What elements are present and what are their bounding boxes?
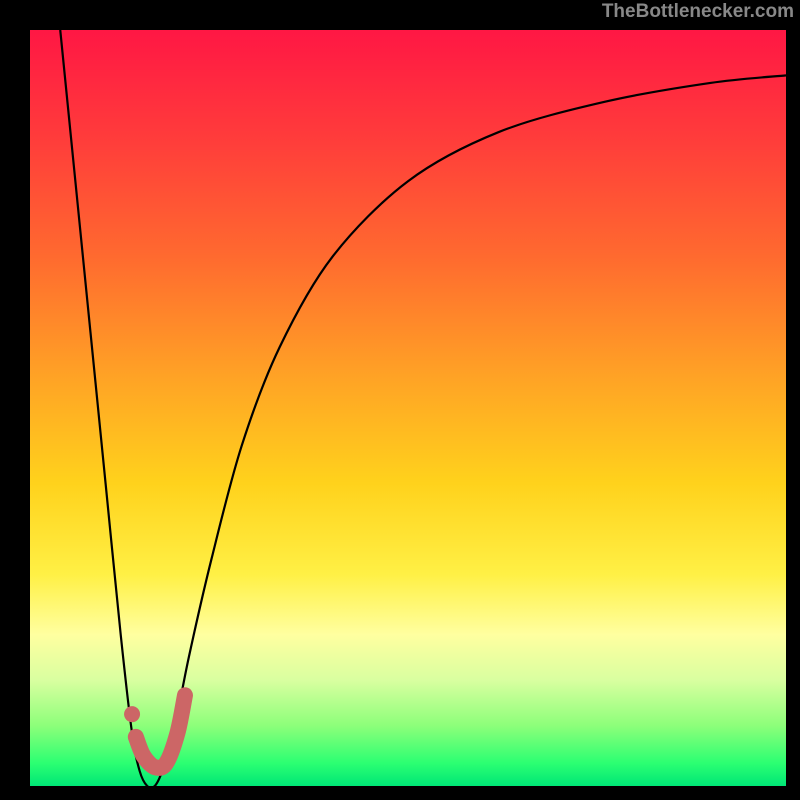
dot-marker <box>124 706 140 722</box>
chart-plot <box>0 0 800 800</box>
chart-frame <box>0 0 800 800</box>
check-icon <box>136 695 185 768</box>
watermark: TheBottlenecker.com <box>602 1 794 23</box>
bottleneck-curve <box>60 30 786 788</box>
